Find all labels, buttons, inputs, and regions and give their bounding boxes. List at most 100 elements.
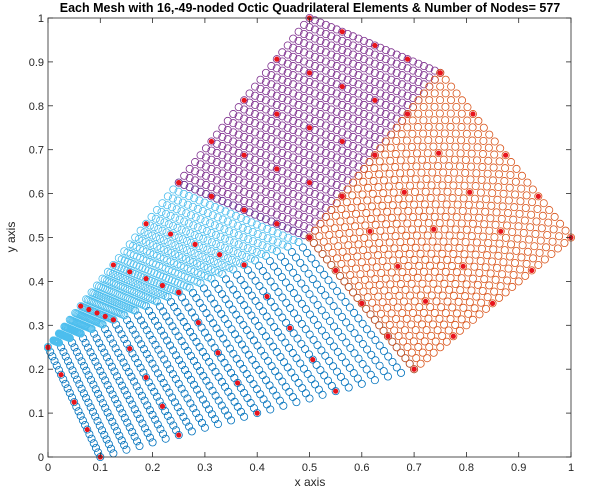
mesh-node <box>337 292 346 301</box>
mesh-node <box>154 224 163 233</box>
mesh-node <box>381 100 390 109</box>
mesh-node <box>481 263 490 272</box>
mesh-node <box>110 422 119 431</box>
mesh-node <box>441 102 450 111</box>
mesh-node <box>447 82 456 91</box>
mesh-node <box>311 380 320 389</box>
mesh-node <box>398 89 407 98</box>
mesh-node <box>410 365 419 374</box>
mesh-node <box>459 303 468 312</box>
mesh-node <box>521 271 530 280</box>
element-vertex <box>401 189 407 195</box>
mesh-node <box>455 326 464 335</box>
mesh-node <box>492 208 501 217</box>
mesh-node <box>145 354 154 363</box>
mesh-node <box>278 167 287 176</box>
mesh-node <box>349 288 358 297</box>
mesh-node <box>484 238 493 247</box>
element-vertex <box>333 267 339 274</box>
mesh-node <box>256 103 265 112</box>
mesh-node <box>316 155 325 164</box>
mesh-node <box>403 110 412 119</box>
mesh-node <box>110 367 119 376</box>
mesh-node <box>301 284 310 293</box>
mesh-node <box>343 75 352 84</box>
mesh-node <box>450 237 459 246</box>
mesh-node <box>410 255 419 264</box>
element-vertex <box>372 152 378 158</box>
mesh-node <box>88 352 97 361</box>
mesh-node <box>349 105 358 114</box>
mesh-node <box>195 390 204 399</box>
mesh-node <box>516 265 525 274</box>
mesh-node <box>359 246 368 255</box>
mesh-node <box>293 274 302 283</box>
mesh-node <box>197 418 206 427</box>
mesh-node <box>419 267 428 276</box>
mesh-node <box>280 257 289 266</box>
mesh-node <box>190 267 199 276</box>
mesh-node <box>396 320 405 329</box>
mesh-node <box>338 110 347 119</box>
mesh-node <box>439 237 448 246</box>
mesh-node <box>267 62 276 71</box>
mesh-node <box>436 343 445 352</box>
mesh-node <box>366 370 375 379</box>
mesh-node <box>105 413 114 422</box>
mesh-node <box>382 220 391 229</box>
y-tick-label: 0.2 <box>29 364 44 376</box>
mesh-node <box>113 399 122 408</box>
mesh-node <box>143 401 152 410</box>
mesh-node <box>128 400 137 409</box>
mesh-node <box>300 48 309 57</box>
mesh-node <box>139 321 148 330</box>
mesh-node <box>214 268 223 277</box>
mesh-node <box>273 267 282 276</box>
mesh-node <box>130 405 139 414</box>
mesh-node <box>162 209 171 218</box>
mesh-node <box>453 200 462 209</box>
mesh-node <box>332 180 341 189</box>
mesh-node <box>101 403 110 412</box>
mesh-node <box>353 184 362 193</box>
mesh-node <box>336 372 345 381</box>
mesh-node <box>321 48 330 57</box>
mesh-node <box>125 344 134 353</box>
mesh-node <box>289 116 298 125</box>
mesh-node <box>223 254 232 263</box>
mesh-node <box>409 66 418 75</box>
mesh-node <box>193 223 202 232</box>
mesh-node <box>368 189 377 198</box>
element-vertex <box>470 111 476 117</box>
mesh-node <box>61 379 70 388</box>
mesh-node <box>505 183 514 192</box>
mesh-node <box>463 103 472 112</box>
mesh-node <box>310 71 319 80</box>
mesh-node <box>79 361 88 370</box>
mesh-node <box>366 269 375 278</box>
mesh-node <box>389 297 398 306</box>
mesh-node <box>332 107 341 116</box>
mesh-node <box>407 279 416 288</box>
mesh-node <box>370 59 379 68</box>
mesh-node <box>313 300 322 309</box>
mesh-node <box>423 149 432 158</box>
mesh-node <box>300 212 309 221</box>
mesh-node <box>229 201 238 210</box>
mesh-node <box>472 238 481 247</box>
mesh-node <box>261 178 270 187</box>
mesh-node <box>151 415 160 424</box>
element-vertex <box>460 263 466 269</box>
mesh-node <box>199 234 208 243</box>
mesh-node <box>225 263 234 272</box>
mesh-node <box>327 123 336 132</box>
mesh-node <box>196 160 205 169</box>
mesh-node <box>76 411 85 420</box>
mesh-node <box>293 334 302 343</box>
mesh-node <box>438 249 447 258</box>
mesh-node <box>371 275 380 284</box>
mesh-node <box>261 169 270 178</box>
mesh-node <box>332 34 341 43</box>
mesh-node <box>316 137 325 146</box>
